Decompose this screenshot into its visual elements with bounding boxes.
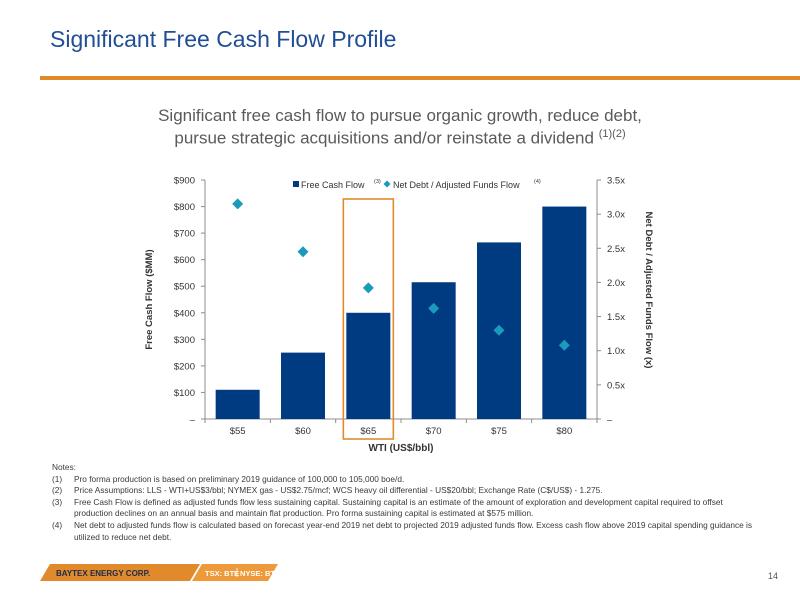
note-number: (4)	[52, 519, 63, 530]
fcf-bar	[346, 312, 391, 419]
x-tick-label: $70	[426, 426, 442, 437]
legend-netdebt-note: (4)	[534, 179, 541, 185]
notes-list: (1) Pro forma production is based on prel…	[52, 474, 762, 544]
footer-company-band	[40, 564, 200, 581]
y-tick-label: $700	[174, 229, 195, 240]
x-tick-label: $80	[556, 426, 572, 437]
fcf-bar	[411, 282, 456, 419]
y-tick-label: $200	[174, 361, 195, 372]
chart-legend: Free Cash Flow (3) Net Debt / Adjusted Fun…	[293, 179, 541, 190]
subtitle-footnote-ref: (1)(2)	[598, 128, 626, 140]
y2-tick-label: 2.5x	[607, 244, 625, 255]
y-axis-title: Free Cash Flow ($MM)	[144, 249, 155, 349]
note-text: Pro forma production is based on prelimi…	[74, 473, 405, 484]
legend-netdebt-swatch	[383, 180, 391, 188]
highlight-box	[342, 198, 395, 440]
y-tick-label: $800	[174, 202, 195, 213]
net-debt-diamond	[297, 246, 309, 258]
net-debt-diamond	[493, 324, 505, 336]
chart-axes	[201, 179, 601, 423]
title-rule	[40, 76, 800, 80]
note-number: (3)	[52, 496, 63, 507]
note-text: Free Cash Flow is defined as adjusted fu…	[74, 496, 723, 519]
subtitle-line-2-text: pursue strategic acquisitions and/or rei…	[174, 128, 594, 148]
y-tick-label: $300	[174, 335, 195, 346]
notes-section: Notes: (1) Pro forma production is based …	[52, 462, 762, 543]
x-tick-label: $75	[491, 426, 507, 437]
y2-tick-label: 0.5x	[607, 380, 625, 391]
fcf-chart: – $100 $200 $300 $400 $500 $600 $700 $800 $900 – 0.…	[144, 176, 654, 455]
legend-fcf-swatch	[293, 181, 299, 187]
note-item: (4) Net debt to adjusted funds flow is ca…	[52, 520, 762, 543]
subtitle-line-2: pursue strategic acquisitions and/or rei…	[100, 125, 700, 148]
y-tick-label: $500	[174, 282, 195, 293]
page-title: Significant Free Cash Flow Profile	[50, 26, 397, 52]
y-tick-label: $400	[174, 308, 195, 319]
y2-axis-title: Net Debt / Adjusted Funds Flow (x)	[643, 212, 654, 369]
x-axis-title: WTI (US$/bbl)	[369, 443, 434, 454]
notes-heading: Notes:	[52, 462, 76, 472]
fcf-bar	[542, 206, 587, 419]
y2-tick-label: 1.5x	[607, 312, 625, 323]
legend-fcf-label: Free Cash Flow	[301, 180, 365, 190]
chart-subtitle: Significant free cash flow to pursue org…	[100, 106, 700, 148]
company-footer-logo: BAYTEX ENERGY CORP. TSX: BTE NYSE: BTE	[40, 564, 278, 581]
note-number: (1)	[52, 473, 63, 484]
note-item: (2) Price Assumptions: LLS - WTI+US$3/bbl…	[52, 485, 762, 497]
x-tick-label: $60	[295, 426, 311, 437]
y2-tick-label: 3.0x	[607, 210, 625, 221]
fcf-bar	[215, 389, 260, 419]
footer-ticker-tsx: TSX: BTE	[205, 569, 239, 578]
page-number: 14	[767, 571, 778, 581]
note-text: Price Assumptions: LLS - WTI+US$3/bbl; N…	[74, 485, 603, 496]
fcf-bar	[281, 352, 325, 419]
diamond-series	[232, 198, 570, 351]
note-number: (2)	[52, 485, 63, 496]
bar-series	[215, 198, 587, 440]
note-item: (1) Pro forma production is based on prel…	[52, 474, 762, 486]
y-tick-label: $100	[174, 388, 195, 399]
y-tick-label: $900	[174, 176, 195, 187]
note-item: (3) Free Cash Flow is defined as adjusted…	[52, 497, 762, 520]
x-tick-label: $65	[360, 426, 376, 437]
net-debt-diamond	[428, 302, 440, 314]
y2-tick-label: 2.0x	[607, 278, 625, 289]
subtitle-line-1: Significant free cash flow to pursue org…	[158, 106, 642, 125]
net-debt-diamond	[362, 282, 374, 294]
footer-company-name: BAYTEX ENERGY CORP.	[56, 569, 150, 578]
y2-tick-label: 1.0x	[607, 346, 625, 357]
legend-fcf-note: (3)	[374, 179, 381, 185]
footer-ticker-band	[192, 564, 278, 581]
note-text: Net debt to adjusted funds flow is calcu…	[74, 519, 753, 542]
y2-tick-label: 3.5x	[607, 176, 625, 187]
legend-netdebt-label: Net Debt / Adjusted Funds Flow	[393, 180, 520, 190]
y-tick-label: $600	[174, 255, 195, 266]
x-tick-label: $55	[230, 426, 246, 437]
net-debt-diamond	[232, 198, 244, 210]
axis-labels: – $100 $200 $300 $400 $500 $600 $700 $800 $900 – 0.…	[144, 176, 654, 455]
y-tick-label: –	[190, 415, 196, 426]
y2-tick-label: –	[607, 415, 613, 426]
net-debt-diamond	[558, 339, 570, 351]
footer-ticker-nyse: NYSE: BTE	[240, 569, 278, 578]
